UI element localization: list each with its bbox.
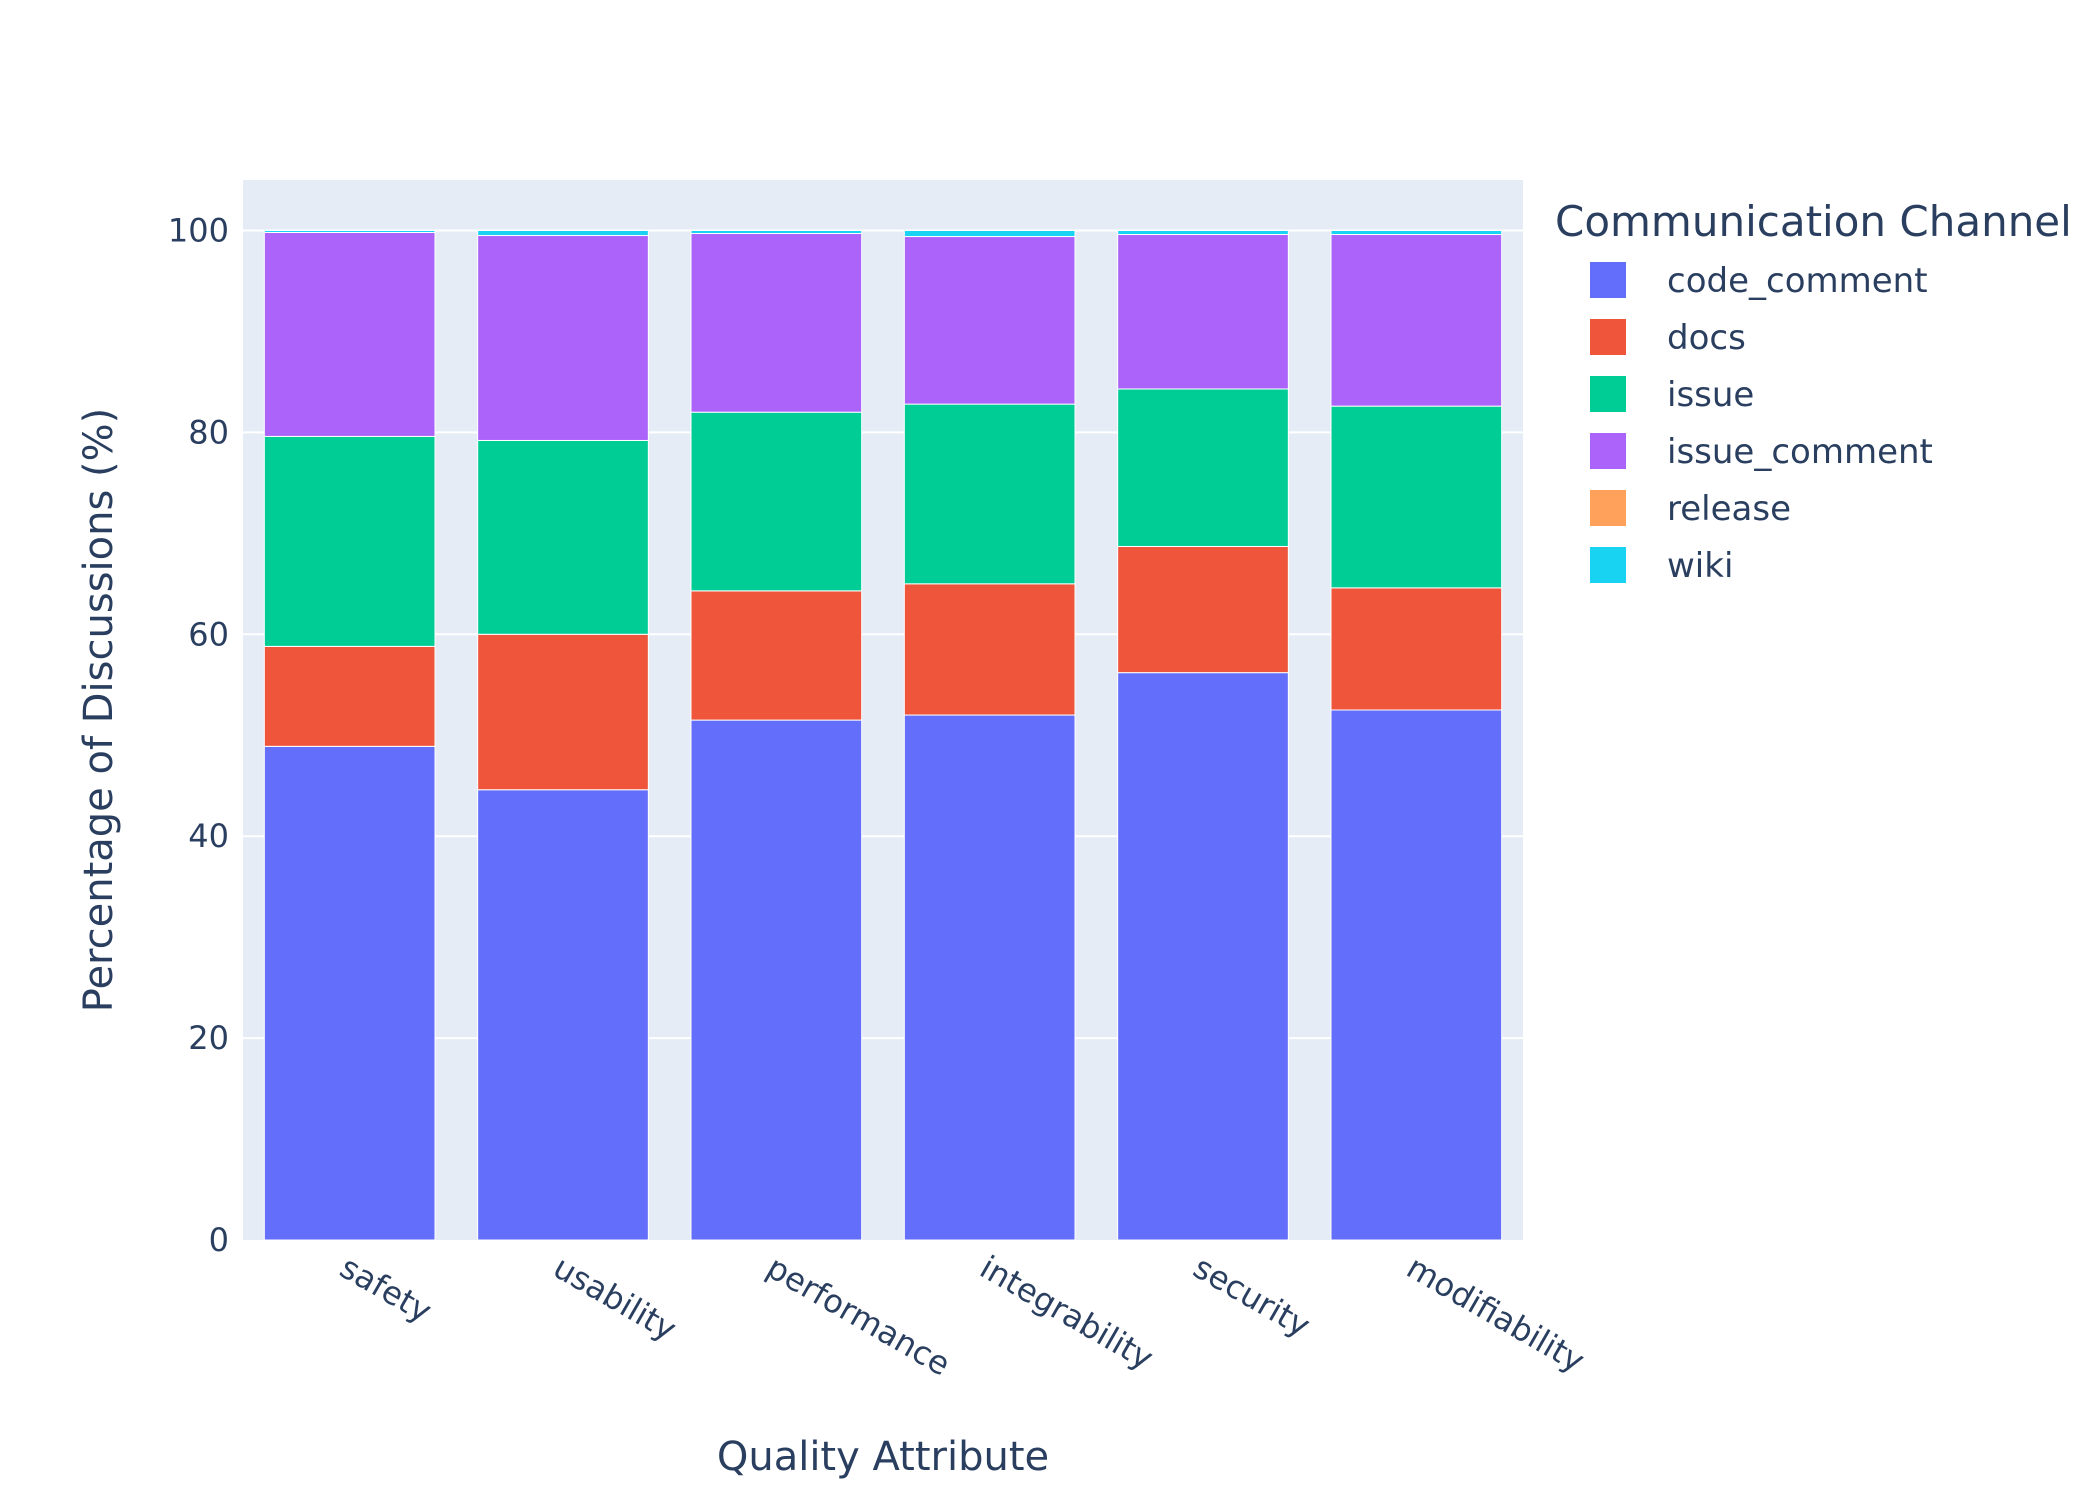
bar-issue_comment-safety: [263, 231, 436, 437]
legend-label-release: release: [1667, 489, 1791, 529]
x-axis-title: Quality Attribute: [717, 1434, 1049, 1480]
bar-docs-performance: [690, 590, 863, 721]
bar-code_comment-integrability: [903, 714, 1076, 1241]
bar-issue_comment-integrability: [903, 236, 1076, 405]
bar-docs-safety: [263, 645, 436, 747]
x-tick-label: integrability: [974, 1248, 1160, 1377]
bar-issue_comment-usability: [477, 235, 649, 441]
y-tick-label: 40: [188, 817, 229, 855]
bar-wiki-usability: [477, 229, 649, 237]
legend-title: Communication Channel: [1555, 197, 2072, 246]
legend-label-docs: docs: [1667, 318, 1746, 358]
bar-wiki-safety: [263, 229, 436, 233]
bar-issue-usability: [477, 439, 649, 635]
x-tick-label: safety: [334, 1248, 438, 1330]
bar-issue_comment-modifiability: [1330, 234, 1503, 407]
gridlines: [243, 229, 1523, 1040]
y-tick-labels: 0 20 40 60 80 100: [168, 211, 229, 1259]
y-tick-label: 0: [209, 1221, 229, 1259]
y-tick-label: 80: [188, 413, 229, 451]
y-tick-label: 20: [188, 1019, 229, 1057]
x-tick-label: usability: [547, 1248, 683, 1348]
legend-swatch-wiki: [1590, 547, 1626, 583]
legend-label-issue: issue: [1667, 375, 1754, 415]
bar-code_comment-performance: [690, 719, 863, 1241]
bar-issue_comment-security: [1117, 234, 1289, 390]
legend-label-issue_comment: issue_comment: [1667, 432, 1933, 472]
bar-docs-security: [1117, 545, 1289, 674]
bar-docs-modifiability: [1330, 587, 1503, 711]
bar-wiki-integrability: [903, 229, 1076, 238]
x-tick-labels: safety usability performance integrability s…: [334, 1248, 1591, 1383]
y-tick-label: 100: [168, 211, 229, 249]
bars: [263, 229, 1503, 1241]
x-tick-label: performance: [760, 1248, 956, 1383]
legend-swatch-issue: [1590, 376, 1626, 412]
y-axis-title: Percentage of Discussions (%): [76, 408, 122, 1013]
bar-issue-modifiability: [1330, 405, 1503, 589]
y-tick-label: 60: [188, 615, 229, 653]
bar-code_comment-safety: [263, 745, 436, 1241]
bar-wiki-security: [1117, 229, 1289, 236]
bar-issue-security: [1117, 388, 1289, 547]
bar-wiki-modifiability: [1330, 229, 1503, 236]
x-tick-label: security: [1187, 1248, 1317, 1345]
legend-label-wiki: wiki: [1667, 546, 1733, 586]
bar-issue_comment-performance: [690, 233, 863, 413]
bar-docs-integrability: [903, 583, 1076, 716]
bar-issue-performance: [690, 411, 863, 592]
bar-code_comment-security: [1117, 672, 1289, 1241]
plot-background: [243, 180, 1523, 1240]
legend-swatch-docs: [1590, 319, 1626, 355]
bar-code_comment-modifiability: [1330, 709, 1503, 1241]
bar-issue-integrability: [903, 403, 1076, 585]
bar-code_comment-usability: [477, 789, 649, 1241]
legend-swatch-code_comment: [1590, 262, 1626, 298]
legend-swatch-release: [1590, 490, 1626, 526]
legend-label-code_comment: code_comment: [1667, 261, 1928, 301]
bar-issue-safety: [263, 435, 436, 647]
legend-swatch-issue_comment: [1590, 433, 1626, 469]
bar-docs-usability: [477, 633, 649, 791]
bar-wiki-performance: [690, 229, 863, 235]
x-tick-label: modifiability: [1400, 1248, 1591, 1380]
